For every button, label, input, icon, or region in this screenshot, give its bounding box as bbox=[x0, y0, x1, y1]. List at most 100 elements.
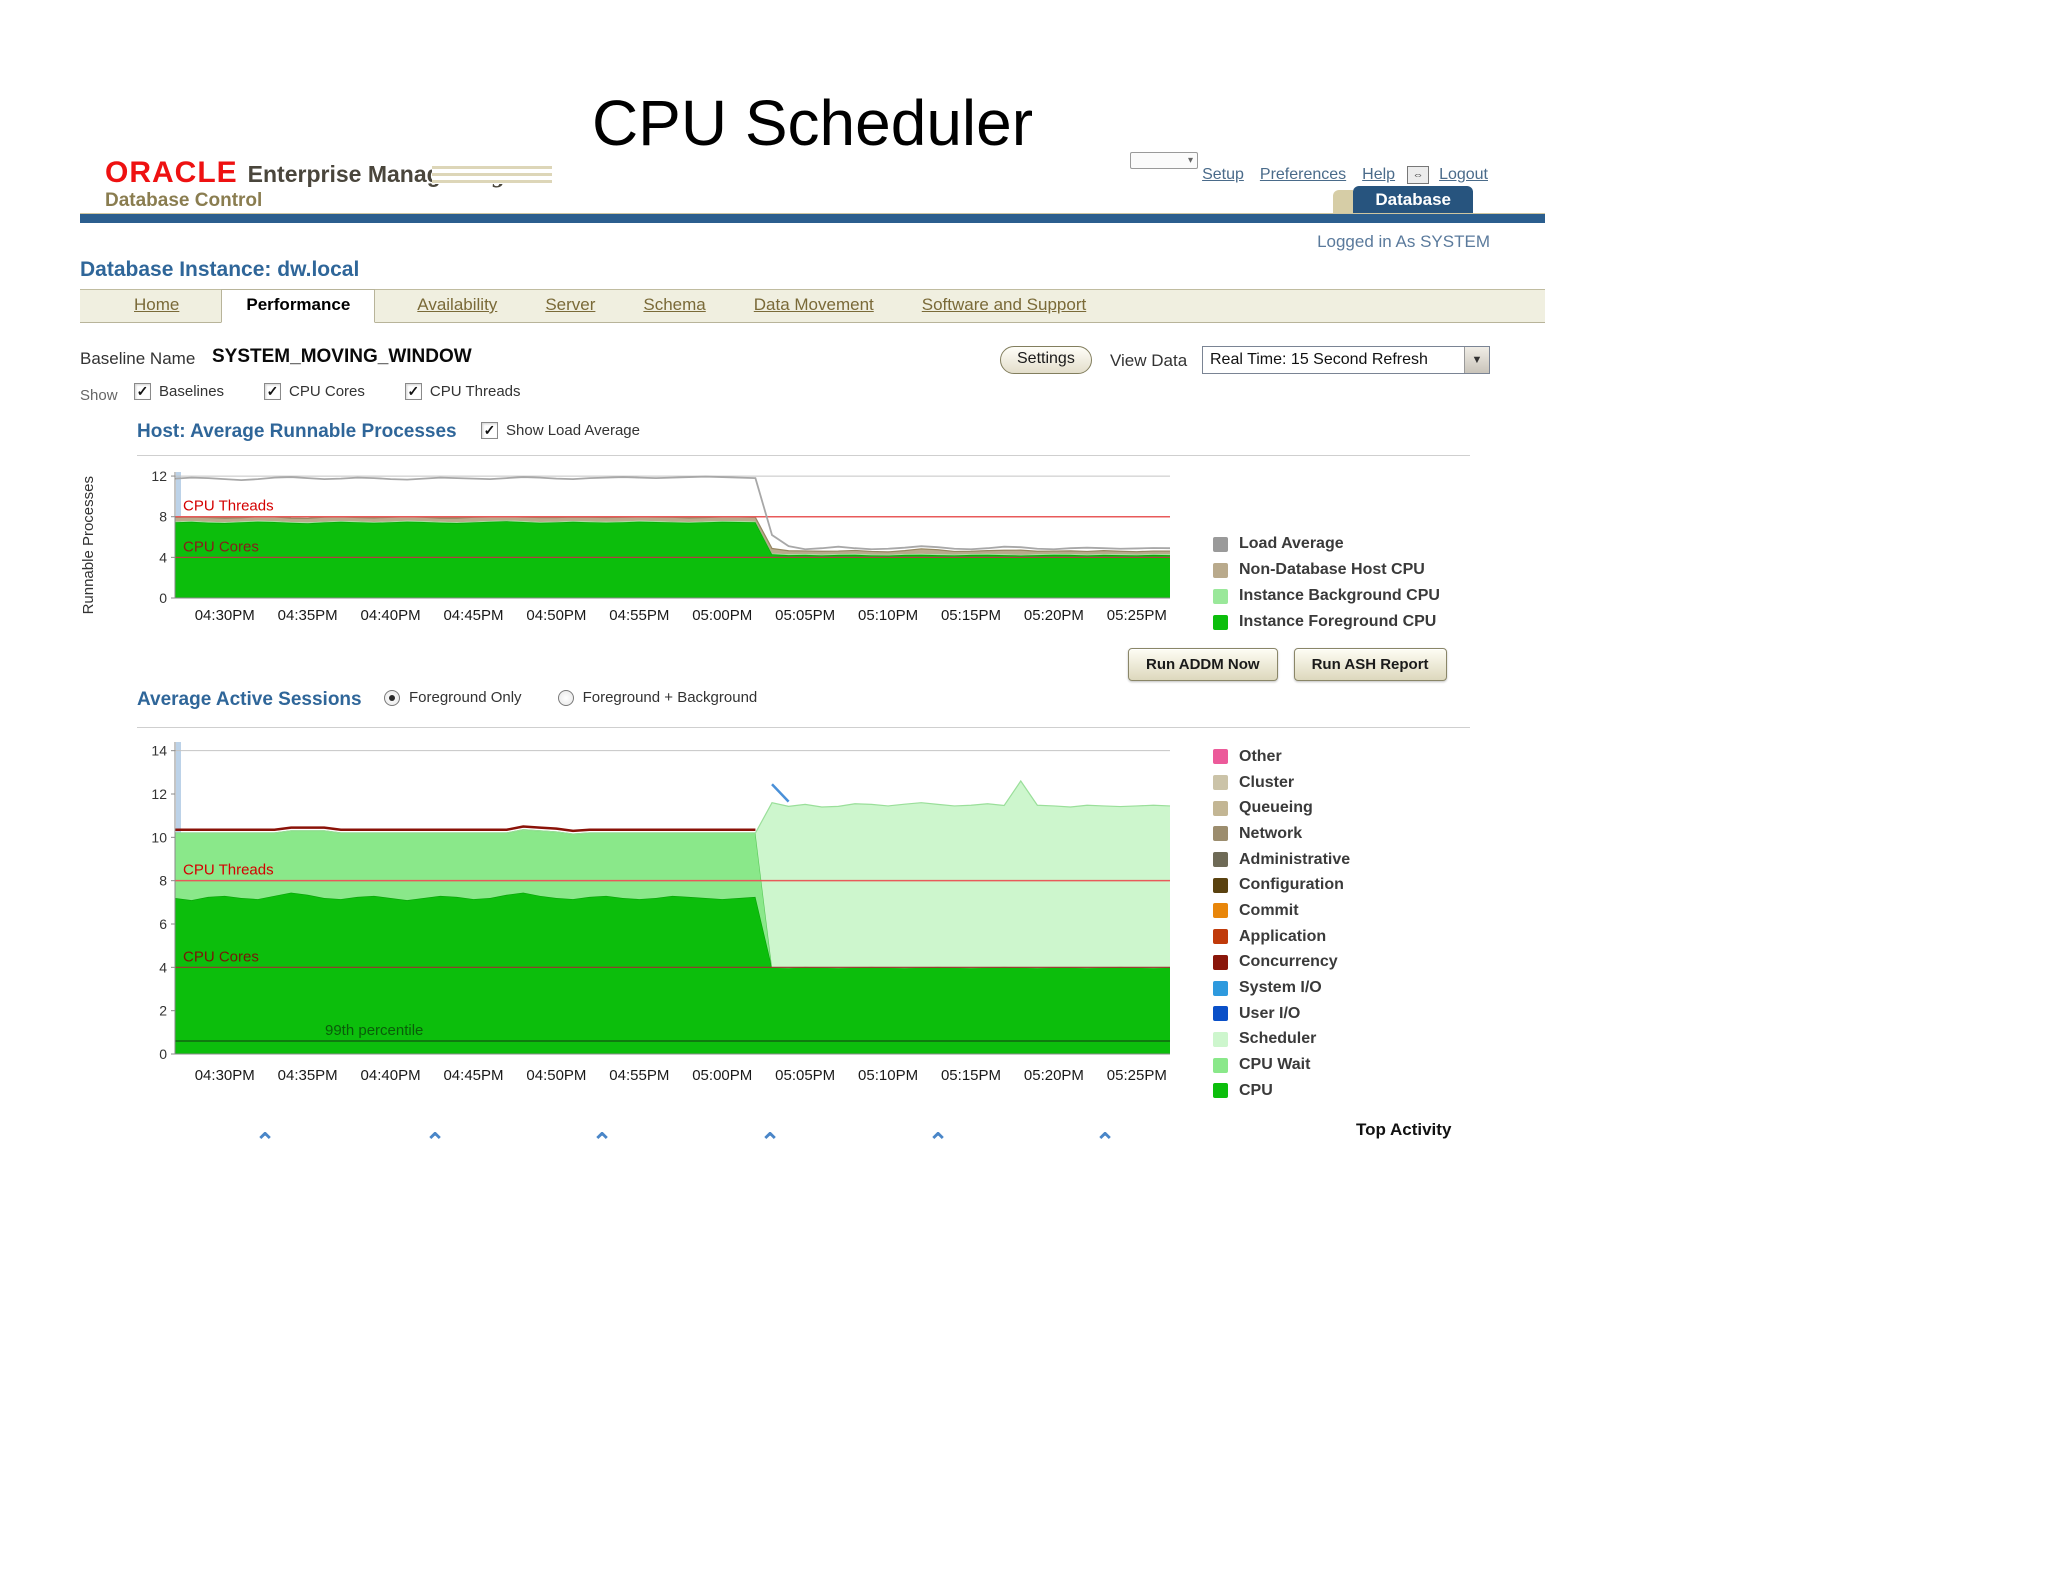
svg-text:CPU Cores: CPU Cores bbox=[183, 948, 259, 965]
svg-text:04:55PM: 04:55PM bbox=[609, 607, 669, 624]
svg-text:12: 12 bbox=[151, 468, 167, 484]
setup-link[interactable]: Setup bbox=[1202, 166, 1244, 183]
oracle-wordmark: ORACLE bbox=[105, 156, 238, 189]
legend-label: Non-Database Host CPU bbox=[1239, 561, 1425, 578]
brand-stripes-decoration bbox=[432, 166, 552, 184]
radio-icon[interactable] bbox=[557, 689, 574, 706]
svg-text:05:05PM: 05:05PM bbox=[775, 1067, 835, 1084]
tab-home[interactable]: Home bbox=[134, 295, 180, 314]
radio-icon[interactable] bbox=[384, 689, 400, 706]
checkbox-icon[interactable] bbox=[134, 383, 151, 400]
legend-item: Queueing bbox=[1213, 795, 1350, 821]
preferences-link[interactable]: Preferences bbox=[1259, 166, 1347, 183]
runnable-processes-chart[interactable]: CPU Threads CPU Cores 0 4 8 12 04:30PM 04:35PM 0… bbox=[128, 464, 1188, 636]
svg-text:05:25PM: 05:25PM bbox=[1107, 1067, 1167, 1084]
legend-label: Administrative bbox=[1239, 850, 1351, 868]
slider-handle-icon[interactable]: ⌃ bbox=[928, 1129, 949, 1156]
slider-handle-icon[interactable]: ⌃ bbox=[760, 1129, 781, 1156]
radio-label: Foreground Only bbox=[409, 689, 522, 706]
tab-schema[interactable]: Schema bbox=[643, 295, 706, 314]
tab-server[interactable]: Server bbox=[545, 295, 596, 314]
svg-text:04:50PM: 04:50PM bbox=[526, 607, 586, 624]
svg-text:0: 0 bbox=[159, 1046, 167, 1062]
svg-text:05:15PM: 05:15PM bbox=[941, 1067, 1001, 1084]
svg-text:05:10PM: 05:10PM bbox=[858, 607, 918, 624]
divider bbox=[137, 455, 1470, 456]
svg-text:04:35PM: 04:35PM bbox=[278, 607, 338, 624]
tab-performance[interactable]: Performance bbox=[221, 289, 376, 323]
svg-text:05:05PM: 05:05PM bbox=[775, 607, 835, 624]
top-activity-label[interactable]: Top Activity bbox=[1356, 1120, 1452, 1139]
show-option-cpu-threads[interactable]: CPU Threads bbox=[404, 383, 521, 400]
legend-label: Network bbox=[1239, 824, 1303, 842]
legend-item: Scheduler bbox=[1213, 1027, 1350, 1053]
legend-label: Instance Foreground CPU bbox=[1239, 613, 1437, 630]
slider-handle-icon[interactable]: ⌃ bbox=[425, 1129, 446, 1156]
slider-handle-icon[interactable]: ⌃ bbox=[1095, 1129, 1116, 1156]
product-subtitle: Database Control bbox=[105, 190, 263, 211]
legend-swatch bbox=[1213, 800, 1228, 816]
tab-software-and-support[interactable]: Software and Support bbox=[921, 295, 1087, 314]
legend-swatch bbox=[1213, 954, 1228, 970]
svg-text:04:45PM: 04:45PM bbox=[443, 607, 503, 624]
settings-button[interactable]: Settings bbox=[1000, 346, 1092, 374]
legend-item: Instance Background CPU bbox=[1213, 583, 1440, 609]
svg-text:4: 4 bbox=[159, 959, 167, 975]
database-tab[interactable]: Database bbox=[1353, 186, 1473, 216]
legend-label: Configuration bbox=[1239, 876, 1344, 894]
chart1-y-axis-label: Runnable Processes bbox=[80, 475, 97, 615]
run-ash-report-button[interactable]: Run ASH Report bbox=[1293, 648, 1447, 681]
checkbox-icon[interactable] bbox=[481, 422, 498, 439]
show-option-baselines[interactable]: Baselines bbox=[134, 383, 224, 400]
legend-label: User I/O bbox=[1239, 1004, 1301, 1022]
divider bbox=[137, 727, 1470, 728]
legend-item: Administrative bbox=[1213, 847, 1350, 873]
run-addm-now-button[interactable]: Run ADDM Now bbox=[1128, 648, 1278, 681]
header-links: Setup Preferences Help ⇔ Logout bbox=[1202, 166, 1488, 184]
dropdown-arrow-icon[interactable]: ▼ bbox=[1464, 347, 1489, 373]
svg-text:6: 6 bbox=[159, 916, 167, 932]
slider-handle-icon[interactable]: ⌃ bbox=[592, 1129, 613, 1156]
view-data-select[interactable]: Real Time: 15 Second Refresh ▼ bbox=[1202, 346, 1490, 374]
logout-link[interactable]: Logout bbox=[1439, 166, 1488, 183]
svg-text:05:25PM: 05:25PM bbox=[1107, 607, 1167, 624]
help-link[interactable]: Help bbox=[1362, 166, 1396, 183]
show-load-average-option[interactable]: Show Load Average bbox=[481, 422, 640, 439]
tab-bar: Home Performance Availability Server Schema D… bbox=[80, 289, 1545, 323]
legend-item: Instance Foreground CPU bbox=[1213, 609, 1440, 635]
legend-swatch bbox=[1213, 775, 1228, 791]
legend-label: Load Average bbox=[1239, 535, 1344, 552]
checkbox-icon[interactable] bbox=[264, 383, 282, 400]
legend-label: Commit bbox=[1239, 901, 1299, 919]
legend-item: Commit bbox=[1213, 898, 1350, 924]
logged-in-status: Logged in As SYSTEM bbox=[1317, 232, 1490, 251]
legend-swatch bbox=[1213, 929, 1228, 945]
svg-text:4: 4 bbox=[159, 549, 167, 565]
svg-text:04:40PM: 04:40PM bbox=[361, 607, 421, 624]
checkbox-label: CPU Cores bbox=[289, 383, 365, 400]
legend-label: Queueing bbox=[1239, 799, 1313, 817]
legend-item: System I/O bbox=[1213, 975, 1350, 1001]
legend-label: System I/O bbox=[1239, 979, 1322, 997]
view-data-label: View Data bbox=[1110, 351, 1188, 370]
resize-icon[interactable]: ⇔ bbox=[1407, 166, 1430, 184]
tab-data-movement[interactable]: Data Movement bbox=[753, 295, 874, 314]
session-mode-radios: Foreground Only Foreground + Background bbox=[384, 689, 757, 706]
foreground-only-radio[interactable]: Foreground Only bbox=[384, 689, 522, 706]
chart2-title: Average Active Sessions bbox=[137, 689, 362, 710]
checkbox-icon[interactable] bbox=[404, 383, 422, 400]
legend-item: User I/O bbox=[1213, 1001, 1350, 1027]
legend-item: CPU Wait bbox=[1213, 1052, 1350, 1078]
svg-text:14: 14 bbox=[151, 743, 167, 759]
svg-text:0: 0 bbox=[159, 590, 167, 606]
svg-text:04:35PM: 04:35PM bbox=[278, 1067, 338, 1084]
legend-swatch bbox=[1213, 903, 1228, 919]
active-sessions-chart[interactable]: CPU Threads CPU Cores 99th percentile 0 2 4 6 8… bbox=[128, 734, 1188, 1096]
foreground-background-radio[interactable]: Foreground + Background bbox=[557, 689, 757, 706]
slider-handle-icon[interactable]: ⌃ bbox=[255, 1129, 276, 1156]
show-option-cpu-cores[interactable]: CPU Cores bbox=[264, 383, 365, 400]
legend-swatch bbox=[1213, 1057, 1228, 1073]
tab-availability[interactable]: Availability bbox=[417, 295, 498, 314]
legend-swatch bbox=[1213, 1006, 1228, 1022]
